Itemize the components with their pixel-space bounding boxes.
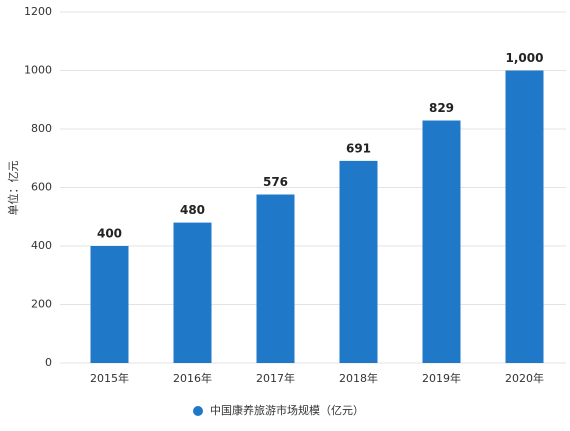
value-label: 1,000 <box>506 51 544 65</box>
bar <box>422 120 461 363</box>
bar <box>505 70 544 363</box>
value-label: 576 <box>263 175 288 189</box>
bar <box>256 194 295 363</box>
x-tick-label: 2018年 <box>339 371 378 385</box>
bar <box>339 160 378 363</box>
y-axis-label: 单位：亿元 <box>6 161 20 216</box>
value-label: 829 <box>429 101 454 115</box>
bar <box>173 222 212 363</box>
y-tick-label: 800 <box>31 122 52 135</box>
value-label: 480 <box>180 203 205 217</box>
x-tick-label: 2019年 <box>422 371 461 385</box>
legend-label: 中国康养旅游市场规模（亿元） <box>210 403 364 417</box>
x-tick-label: 2016年 <box>173 371 212 385</box>
y-tick-label: 600 <box>31 181 52 194</box>
y-tick-label: 0 <box>45 356 52 369</box>
x-tick-label: 2017年 <box>256 371 295 385</box>
y-tick-label: 200 <box>31 298 52 311</box>
legend-marker <box>193 406 203 416</box>
y-tick-label: 1000 <box>24 64 52 77</box>
x-tick-label: 2020年 <box>505 371 544 385</box>
y-tick-label: 1200 <box>24 5 52 18</box>
x-tick-label: 2015年 <box>90 371 129 385</box>
bar <box>90 246 129 363</box>
value-label: 691 <box>346 141 371 155</box>
value-label: 400 <box>97 227 122 241</box>
y-tick-label: 400 <box>31 239 52 252</box>
